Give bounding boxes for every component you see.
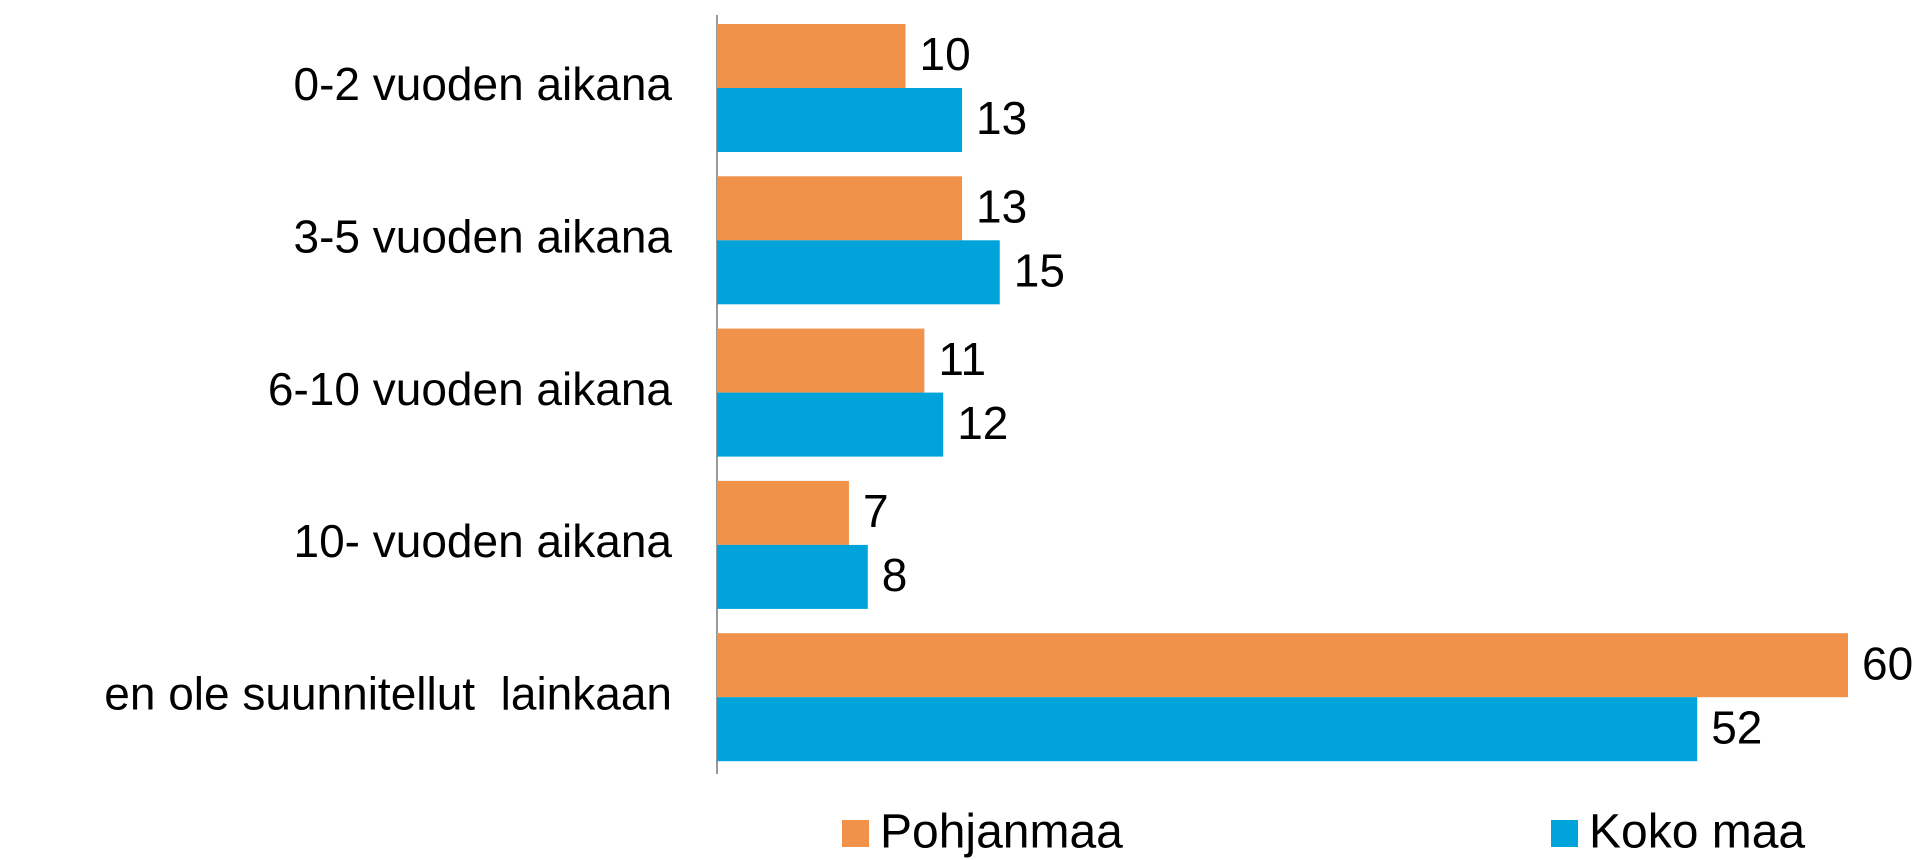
data-label: 13: [976, 92, 1027, 144]
data-label: 8: [882, 549, 908, 601]
data-label: 11: [938, 333, 986, 385]
bar: [717, 176, 963, 241]
data-label: 7: [863, 485, 889, 537]
legend-swatch: [1551, 820, 1578, 847]
bar: [717, 328, 925, 393]
bar: [717, 392, 944, 457]
data-label: 10: [920, 28, 971, 80]
y-tick-label: 0-2 vuoden aikana: [293, 58, 672, 110]
bar: [717, 24, 906, 88]
y-tick-label: 3-5 vuoden aikana: [293, 210, 672, 262]
bar: [717, 88, 963, 152]
legend-label: Koko maa: [1589, 806, 1805, 859]
bar: [717, 633, 1848, 698]
legend-label: Pohjanmaa: [880, 806, 1123, 859]
bar: [717, 240, 1000, 305]
y-tick-label: 10- vuoden aikana: [293, 515, 672, 567]
data-label: 15: [1014, 244, 1065, 296]
data-label: 12: [957, 397, 1008, 449]
legend-swatch: [842, 820, 869, 847]
y-tick-label: 6-10 vuoden aikana: [268, 363, 673, 415]
data-label: 52: [1711, 701, 1762, 753]
data-label: 60: [1862, 637, 1913, 689]
y-tick-label: en ole suunnitellut lainkaan: [104, 667, 672, 719]
bar: [717, 480, 849, 545]
data-label: 13: [976, 180, 1027, 232]
bar: [717, 544, 868, 609]
bar: [717, 697, 1698, 762]
